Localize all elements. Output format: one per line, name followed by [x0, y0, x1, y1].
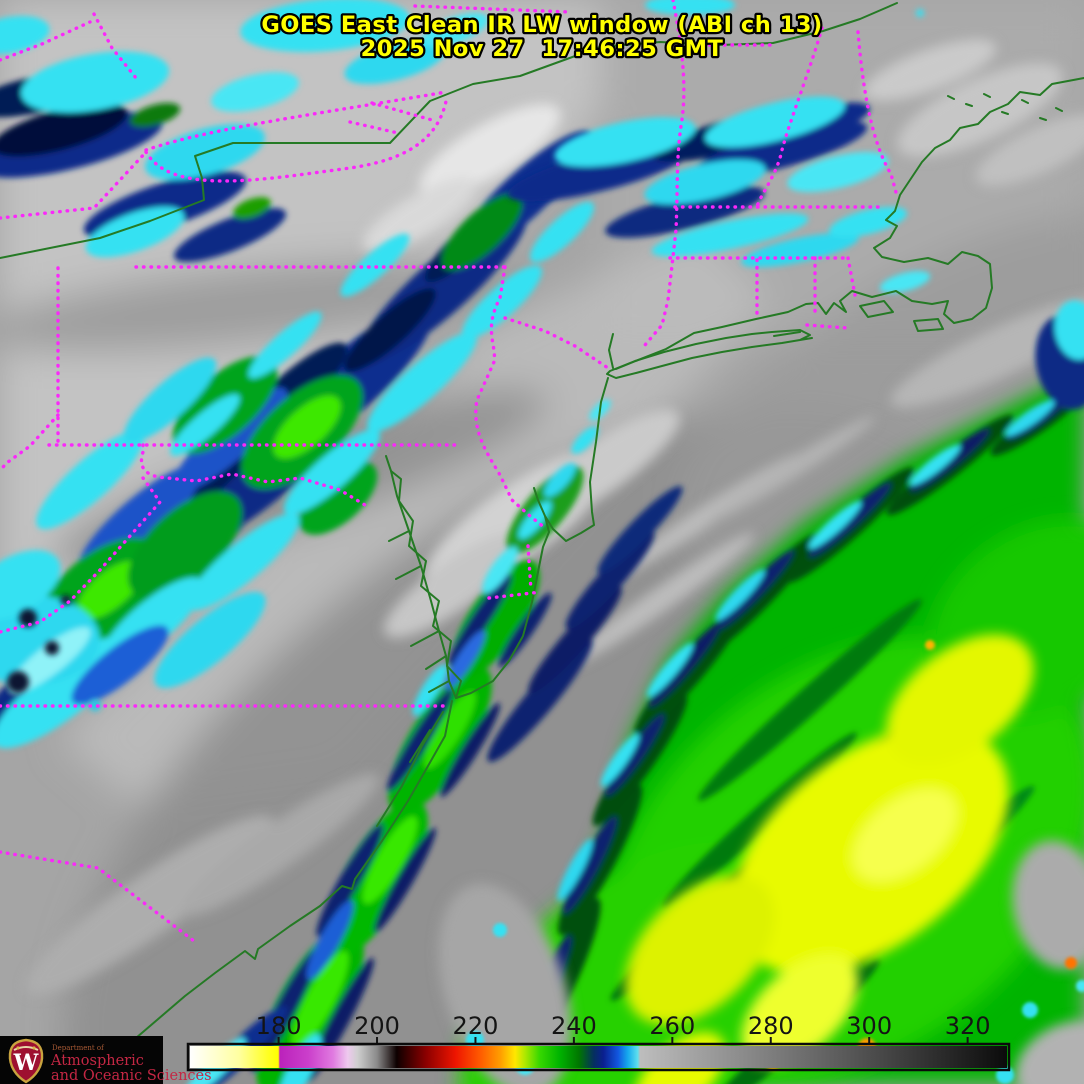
aos-logo: W Department of Atmospheric and Oceanic …	[0, 1036, 212, 1084]
colorbar-tick-label: 200	[354, 1012, 400, 1040]
colorbar-frame	[186, 1042, 1011, 1072]
logo-dept-label: Department of	[52, 1044, 105, 1052]
border-lake-north	[144, 90, 448, 152]
coast-hudson	[608, 333, 614, 369]
colorbar-tick-label: 320	[945, 1012, 991, 1040]
logo-line-2: and Oceanic Sciences	[51, 1068, 212, 1084]
border-ri-ct	[755, 256, 857, 330]
border-va-wv	[0, 476, 163, 634]
border-vt-nh	[755, 26, 824, 209]
border-ohio-river	[0, 413, 60, 472]
uw-crest-icon: W	[8, 1038, 44, 1084]
border-river-cluster	[348, 4, 572, 135]
title-block: GOES East Clean IR LW window (ABI ch 13)…	[259, 10, 824, 65]
cloud-band-northwest	[0, 131, 594, 749]
storm-main	[438, 300, 1084, 1084]
coast-islands	[859, 93, 1063, 332]
coast-carolinas	[94, 700, 453, 1077]
colorbar-tick-label: 180	[256, 1012, 302, 1040]
colorbar-tick-label: 280	[748, 1012, 794, 1040]
coast-st-lawrence	[0, 46, 601, 259]
coast-chesapeake-west	[385, 455, 457, 699]
colorbar-tick-label: 220	[453, 1012, 499, 1040]
border-lake-south	[144, 94, 449, 183]
border-ny-nj	[503, 316, 610, 370]
coast-long-island	[606, 329, 813, 379]
colorbar-tick-label: 240	[551, 1012, 597, 1040]
title-line-2: 2025 Nov 27 17:46:25 GMT	[361, 36, 724, 62]
colorbar: 180 200 220 240 260 280 300 320	[186, 1012, 1011, 1072]
coast-nj-delmarva	[455, 377, 609, 699]
border-md-wv-potomac	[139, 443, 367, 507]
coast-chesapeake-east	[390, 470, 462, 699]
border-topleft-bits	[0, 12, 138, 80]
border-west-lake	[0, 150, 148, 220]
coast-chesapeake-rivers	[388, 530, 450, 693]
colorbar-ticks: 180 200 220 240 260 280 300 320	[256, 1012, 991, 1045]
title-line-1: GOES East Clean IR LW window (ABI ch 13)	[261, 12, 822, 38]
crest-letter: W	[13, 1050, 39, 1076]
border-delaware	[487, 544, 543, 600]
colorbar-tick-label: 260	[649, 1012, 695, 1040]
colorbar-gradient	[190, 1046, 1007, 1068]
logo-line-1: Atmospheric	[50, 1053, 144, 1069]
coast-nc-sounds	[376, 711, 444, 827]
coast-new-england	[615, 77, 1084, 370]
coast-canada-border	[599, 2, 898, 48]
border-nc-sc	[0, 850, 196, 943]
state-borders	[0, 0, 899, 943]
border-nh-me	[856, 30, 899, 198]
cloud-top-streaks	[0, 0, 931, 293]
colorbar-tick-label: 300	[846, 1012, 892, 1040]
